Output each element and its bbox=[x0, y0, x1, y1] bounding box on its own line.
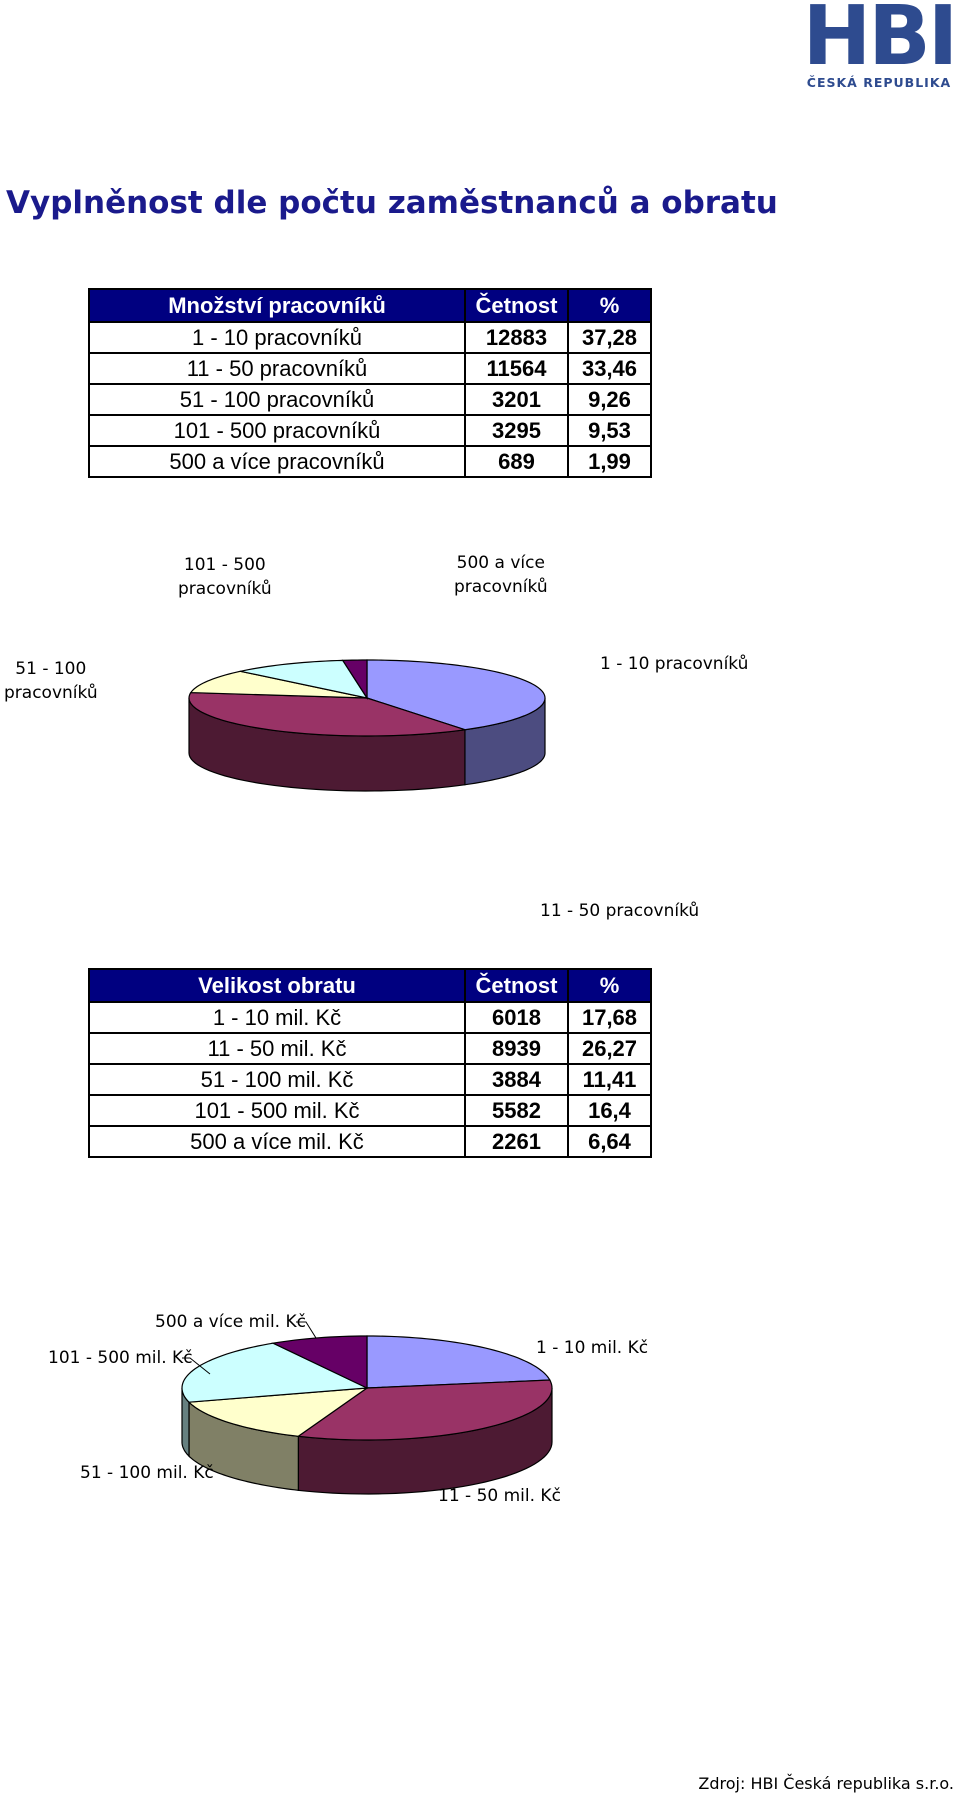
pie1-label-500-plus-line2: pracovníků bbox=[454, 577, 548, 597]
hbi-logo: HBI ČESKÁ REPUBLIKA bbox=[800, 0, 959, 92]
cell-percent: 37,28 bbox=[567, 321, 652, 354]
pie1-label-500-plus-line1: 500 a více bbox=[456, 553, 545, 573]
cell-percent: 26,27 bbox=[567, 1032, 652, 1065]
pie2-leader-101-500 bbox=[182, 1357, 211, 1375]
pie2-500-plus-slice bbox=[271, 1335, 368, 1389]
table-row: 101 - 500 mil. Kč 5582 16,4 bbox=[88, 1094, 652, 1127]
pie1-label-1-10-text: 1 - 10 pracovníků bbox=[600, 654, 749, 674]
table-header-row: Množství pracovníků Četnost % bbox=[88, 288, 652, 323]
cell-frequency: 3884 bbox=[464, 1063, 569, 1096]
table-row: 500 a více pracovníků 689 1,99 bbox=[88, 445, 652, 478]
pie1-label-500-plus: 500 a více pracovníků bbox=[454, 551, 548, 599]
table-row: 51 - 100 pracovníků 3201 9,26 bbox=[88, 383, 652, 416]
cell-category: 101 - 500 pracovníků bbox=[88, 414, 466, 447]
logo-text: HBI bbox=[802, 0, 959, 84]
pie1-101-500-slice bbox=[240, 659, 369, 699]
pie1-label-51-100-line1: 51 - 100 bbox=[15, 659, 87, 679]
cell-category: 51 - 100 pracovníků bbox=[88, 383, 466, 416]
pie2-label-101-500-text: 101 - 500 mil. Kč bbox=[48, 1348, 193, 1368]
cell-frequency: 5582 bbox=[464, 1094, 569, 1127]
cell-category: 1 - 10 pracovníků bbox=[88, 321, 466, 354]
cell-frequency: 3201 bbox=[464, 383, 569, 416]
cell-percent: 11,41 bbox=[567, 1063, 652, 1096]
pie2-label-500-plus: 500 a více mil. Kč bbox=[155, 1310, 306, 1334]
pie1-label-101-500: 101 - 500 pracovníků bbox=[178, 553, 272, 601]
pie2-label-51-100: 51 - 100 mil. Kč bbox=[80, 1461, 214, 1485]
cell-percent: 33,46 bbox=[567, 352, 652, 385]
pie1-label-1-10: 1 - 10 pracovníků bbox=[600, 652, 748, 676]
source-footer: Zdroj: HBI Česká republika s.r.o. bbox=[698, 1774, 954, 1793]
table-row: 500 a více mil. Kč 2261 6,64 bbox=[88, 1125, 652, 1158]
pie2-leader-500-plus bbox=[296, 1321, 317, 1339]
cell-category: 500 a více pracovníků bbox=[88, 445, 466, 478]
pie2-label-51-100-text: 51 - 100 mil. Kč bbox=[80, 1463, 214, 1483]
table-header-row: Velikost obratu Četnost % bbox=[88, 968, 652, 1003]
table-row: 1 - 10 pracovníků 12883 37,28 bbox=[88, 321, 652, 354]
pie1-label-11-50: 11 - 50 pracovníků bbox=[540, 899, 699, 923]
pie1-11-50-slice bbox=[188, 691, 466, 737]
cell-percent: 1,99 bbox=[567, 445, 652, 478]
cell-frequency: 3295 bbox=[464, 414, 569, 447]
cell-category: 51 - 100 mil. Kč bbox=[88, 1063, 466, 1096]
pie1-51-100-slice bbox=[189, 670, 368, 699]
col-header-percent: % bbox=[567, 288, 652, 323]
pie2-label-500-plus-text: 500 a více mil. Kč bbox=[155, 1312, 306, 1332]
cell-category: 11 - 50 pracovníků bbox=[88, 352, 466, 385]
cell-category: 500 a více mil. Kč bbox=[88, 1125, 466, 1158]
cell-percent: 6,64 bbox=[567, 1125, 652, 1158]
pie1-label-51-100-line2: pracovníků bbox=[4, 683, 98, 703]
cell-percent: 17,68 bbox=[567, 1001, 652, 1034]
pie2-label-11-50-text: 11 - 50 mil. Kč bbox=[438, 1486, 561, 1506]
pie2-label-1-10: 1 - 10 mil. Kč bbox=[536, 1336, 648, 1360]
cell-frequency: 11564 bbox=[464, 352, 569, 385]
cell-frequency: 8939 bbox=[464, 1032, 569, 1065]
cell-category: 101 - 500 mil. Kč bbox=[88, 1094, 466, 1127]
col-header-employees: Množství pracovníků bbox=[88, 288, 466, 323]
turnover-table: Velikost obratu Četnost % 1 - 10 mil. Kč… bbox=[88, 968, 652, 1158]
pie1-label-101-500-line1: 101 - 500 bbox=[183, 555, 266, 575]
cell-category: 11 - 50 mil. Kč bbox=[88, 1032, 466, 1065]
logo-subtitle: ČESKÁ REPUBLIKA bbox=[806, 75, 952, 90]
table-row: 11 - 50 pracovníků 11564 33,46 bbox=[88, 352, 652, 385]
cell-frequency: 6018 bbox=[464, 1001, 569, 1034]
pie2-label-101-500: 101 - 500 mil. Kč bbox=[48, 1346, 193, 1370]
cell-frequency: 12883 bbox=[464, 321, 569, 354]
pie1-label-101-500-line2: pracovníků bbox=[178, 579, 272, 599]
col-header-frequency: Četnost bbox=[464, 968, 569, 1003]
pie2-11-50-slice bbox=[296, 1379, 553, 1441]
cell-frequency: 689 bbox=[464, 445, 569, 478]
pie2-label-1-10-text: 1 - 10 mil. Kč bbox=[536, 1338, 649, 1358]
cell-percent: 9,53 bbox=[567, 414, 652, 447]
col-header-turnover: Velikost obratu bbox=[88, 968, 466, 1003]
cell-category: 1 - 10 mil. Kč bbox=[88, 1001, 466, 1034]
page-title: Vyplněnost dle počtu zaměstnanců a obrat… bbox=[6, 185, 778, 221]
pie2-101-500-slice bbox=[181, 1342, 370, 1403]
pie2-label-11-50: 11 - 50 mil. Kč bbox=[438, 1484, 561, 1508]
pie1-500-plus-slice bbox=[341, 659, 368, 701]
cell-percent: 16,4 bbox=[567, 1094, 652, 1127]
pie2-51-100-slice bbox=[187, 1387, 370, 1437]
col-header-frequency: Četnost bbox=[464, 288, 569, 323]
pie1-label-11-50-text: 11 - 50 pracovníků bbox=[540, 901, 700, 921]
pie1-label-51-100: 51 - 100 pracovníků bbox=[4, 657, 98, 705]
table-row: 101 - 500 pracovníků 3295 9,53 bbox=[88, 414, 652, 447]
col-header-percent: % bbox=[567, 968, 652, 1003]
pie2-1-10-slice bbox=[366, 1335, 551, 1389]
cell-frequency: 2261 bbox=[464, 1125, 569, 1158]
table-row: 1 - 10 mil. Kč 6018 17,68 bbox=[88, 1001, 652, 1034]
employees-table: Množství pracovníků Četnost % 1 - 10 pra… bbox=[88, 288, 652, 478]
cell-percent: 9,26 bbox=[567, 383, 652, 416]
table-row: 51 - 100 mil. Kč 3884 11,41 bbox=[88, 1063, 652, 1096]
table-row: 11 - 50 mil. Kč 8939 26,27 bbox=[88, 1032, 652, 1065]
